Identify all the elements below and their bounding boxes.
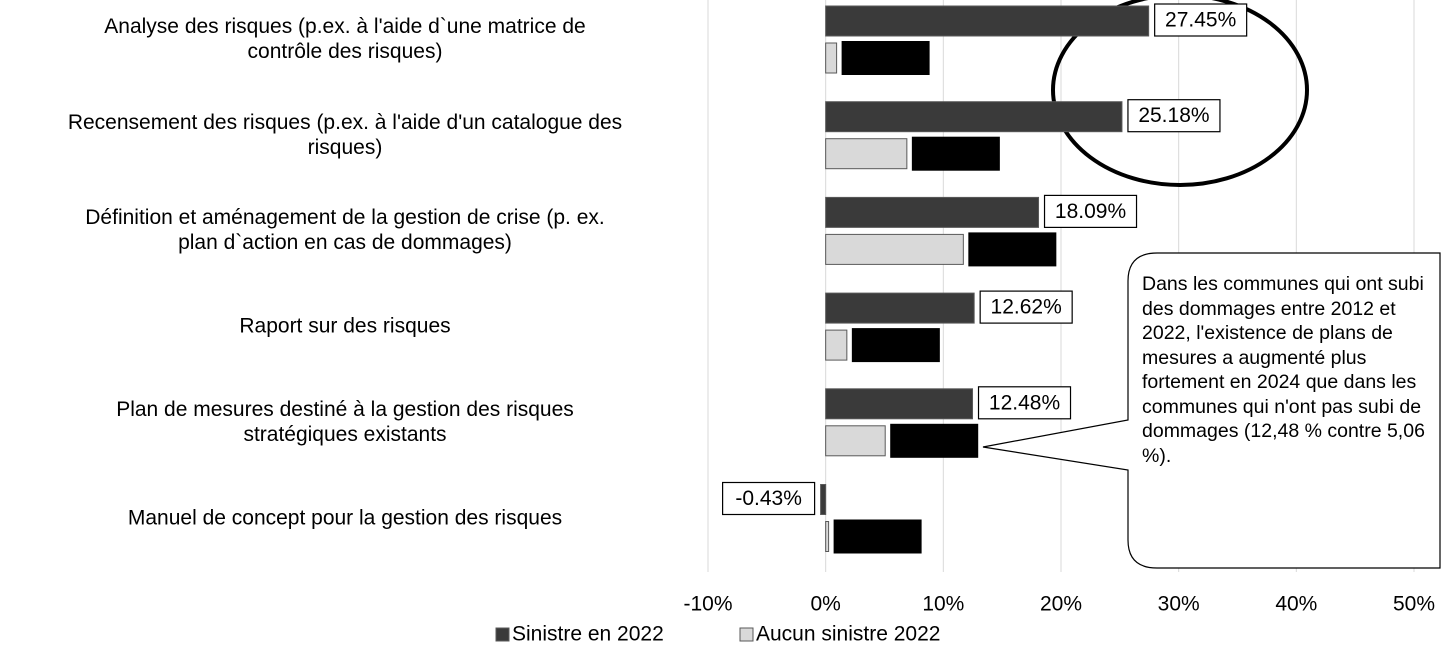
bar <box>825 196 1040 228</box>
category-label: Plan de mesures destiné à la gestion des… <box>116 397 574 446</box>
redacted-label <box>833 519 922 554</box>
category-label: Manuel de concept pour la gestion des ri… <box>127 506 563 529</box>
category-label: Raport sur des risques <box>239 314 451 338</box>
bar <box>825 388 974 420</box>
value-label: 12.62% <box>991 296 1062 319</box>
x-tick-label: 30% <box>1158 593 1200 616</box>
x-tick-label: 40% <box>1275 593 1317 616</box>
x-tick-label: 50% <box>1393 593 1435 616</box>
redacted-label <box>841 41 930 75</box>
category-label: Analyse des risques (p.ex. à l'aide d`un… <box>104 15 586 63</box>
value-label: 25.18% <box>1138 104 1209 127</box>
legend-label: Aucun sinistre 2022 <box>756 623 940 646</box>
bar <box>825 5 1150 37</box>
category-label: Recensement des risques (p.ex. à l'aide … <box>67 110 623 159</box>
bar <box>825 233 964 265</box>
legend-swatch <box>495 627 510 642</box>
bar <box>825 292 975 324</box>
bar <box>825 101 1123 133</box>
annotation: Dans les communes qui ont subi des domma… <box>1142 273 1425 467</box>
x-tick-label: 0% <box>810 593 840 616</box>
category-label: Définition et aménagement de la gestion … <box>85 206 605 255</box>
redacted-label <box>851 328 940 363</box>
bar <box>825 138 908 170</box>
value-label-box <box>722 481 816 516</box>
bar <box>825 425 886 457</box>
x-tick-label: -10% <box>683 593 732 616</box>
bar <box>825 329 848 361</box>
value-label: 27.45% <box>1165 9 1236 32</box>
value-label: 18.09% <box>1055 200 1126 223</box>
value-label-box <box>1154 3 1248 37</box>
redacted-label <box>890 423 979 458</box>
redacted-label <box>968 232 1057 267</box>
x-tick-label: 10% <box>922 593 964 616</box>
value-label-box <box>977 386 1072 420</box>
x-tick-label: 20% <box>1040 593 1082 616</box>
value-label-box <box>1127 99 1221 133</box>
callout-box <box>982 252 1441 569</box>
value-label-box <box>1043 194 1138 228</box>
highlight-circle <box>1051 0 1309 187</box>
bar <box>820 484 827 515</box>
value-label: 12.48% <box>989 391 1060 414</box>
value-label-box <box>979 290 1073 324</box>
bar <box>825 521 830 552</box>
legend-label: Sinistre en 2022 <box>512 623 664 646</box>
value-label: -0.43% <box>735 487 802 510</box>
bar <box>825 42 838 74</box>
redacted-label <box>911 136 1000 171</box>
legend-swatch <box>739 627 754 642</box>
